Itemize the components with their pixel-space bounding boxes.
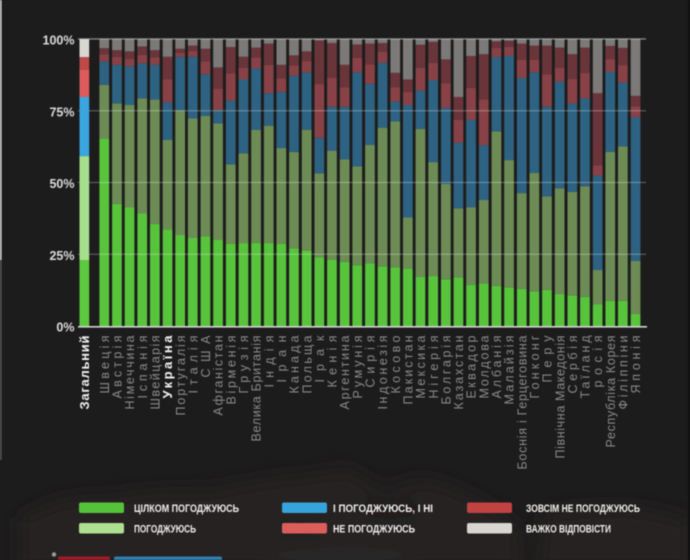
svg-text:Північна Македонія: Північна Македонія (553, 336, 567, 459)
svg-text:росія: росія (591, 336, 605, 388)
svg-text:Україна: Україна (160, 335, 175, 399)
svg-text:75%: 75% (49, 105, 74, 119)
svg-text:Німеччина: Німеччина (123, 335, 137, 409)
svg-text:25%: 25% (49, 249, 74, 263)
svg-text:Молдова: Молдова (477, 335, 491, 398)
svg-text:Кенія: Кенія (326, 336, 340, 388)
svg-text:Мексика: Мексика (414, 335, 428, 398)
svg-text:Аргентина: Аргентина (338, 335, 352, 409)
svg-text:Індонезія: Індонезія (376, 336, 390, 410)
svg-text:Республіка Корея: Республіка Корея (604, 336, 618, 448)
svg-text:Загальний: Загальний (77, 336, 92, 410)
svg-text:Афганістан: Афганістан (212, 335, 226, 415)
svg-text:Велика Британія: Велика Британія (250, 336, 264, 442)
svg-text:Таїланд: Таїланд (579, 335, 593, 399)
svg-text:Сирія: Сирія (364, 336, 378, 388)
svg-text:0%: 0% (56, 321, 74, 335)
svg-text:Португалія: Португалія (174, 336, 188, 416)
svg-text:ПОГОДЖУЮСЬ: ПОГОДЖУЮСЬ (134, 524, 196, 536)
svg-text:Болгарія: Болгарія (439, 336, 453, 405)
svg-text:Казахстан: Казахстан (452, 335, 466, 409)
svg-text:100%: 100% (43, 34, 75, 48)
svg-text:ВАЖКО ВІДПОВІСТИ: ВАЖКО ВІДПОВІСТИ (526, 524, 611, 536)
svg-text:ЗОВСІМ НЕ ПОГОДЖУЮСЬ: ЗОВСІМ НЕ ПОГОДЖУЮСЬ (526, 503, 640, 515)
svg-text:Швейцарія: Швейцарія (148, 336, 162, 410)
svg-text:І ПОГОДЖУЮСЬ, І НІ: І ПОГОДЖУЮСЬ, І НІ (333, 503, 433, 515)
svg-text:Індія: Індія (262, 336, 276, 388)
svg-text:Гонконг: Гонконг (528, 335, 542, 398)
svg-text:Румунія: Румунія (351, 336, 365, 399)
svg-text:Боснія і Герцеговина: Боснія і Герцеговина (515, 335, 529, 469)
svg-text:Албанія: Албанія (490, 336, 504, 399)
svg-text:50%: 50% (49, 177, 74, 191)
svg-text:Вірменія: Вірменія (224, 336, 238, 405)
svg-text:НЕ ПОГОДЖУЮСЬ: НЕ ПОГОДЖУЮСЬ (333, 524, 415, 536)
svg-text:Малайзія: Малайзія (503, 336, 517, 405)
svg-text:ЦІЛКОМ ПОГОДЖУЮСЬ: ЦІЛКОМ ПОГОДЖУЮСЬ (134, 503, 239, 515)
svg-text:Еквадор: Еквадор (465, 335, 479, 398)
svg-text:Польща: Польща (300, 335, 314, 393)
